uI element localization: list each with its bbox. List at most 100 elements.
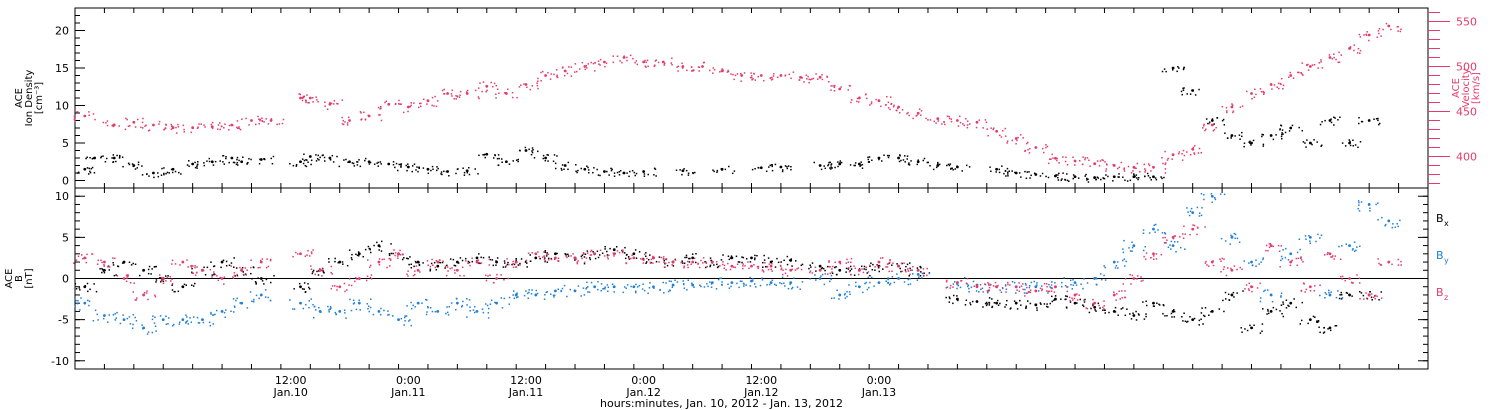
by-point-sample [154, 316, 156, 319]
bx-point-sample [1316, 321, 1318, 323]
velocity-point-sample [220, 125, 223, 128]
bx-point-sample [800, 264, 803, 267]
by-point-sample [1184, 248, 1186, 250]
density-point-sample [954, 168, 956, 170]
by-point-sample [1324, 297, 1326, 299]
bz-point-sample [1073, 297, 1076, 300]
velocity-point-sample [612, 55, 615, 57]
bx-point-sample [783, 259, 785, 262]
velocity-point-sample [259, 118, 261, 121]
density-point-sample [712, 169, 714, 171]
bz-point-sample [764, 262, 766, 264]
velocity-point-sample [200, 123, 202, 125]
velocity-point-sample [870, 101, 873, 103]
density-point-sample [86, 156, 88, 159]
velocity-point-sample [342, 119, 345, 122]
bx-point-sample [334, 260, 336, 263]
by-point-sample [846, 290, 848, 293]
density-point-sample [952, 168, 954, 171]
velocity-point-sample [719, 71, 721, 73]
velocity-point [152, 123, 155, 127]
x-tick-date: Jan.12 [743, 386, 778, 399]
velocity-point-sample [985, 121, 988, 124]
density-point-sample [132, 165, 135, 168]
velocity-point [740, 74, 744, 77]
velocity-point-sample [1385, 22, 1388, 25]
velocity-point-sample [1338, 61, 1341, 63]
by-point-sample [425, 313, 428, 316]
bx-point-sample [130, 264, 133, 266]
density-point-sample [119, 156, 121, 158]
bz-point-sample [519, 264, 521, 266]
by-point-sample [665, 282, 667, 284]
bx-point-sample [1043, 303, 1046, 305]
by-point-sample [225, 309, 227, 311]
velocity-point [387, 102, 391, 106]
bx-point-sample [863, 265, 866, 268]
bx-point-sample [689, 257, 691, 260]
bz-point [730, 264, 734, 268]
bx-point-sample [1279, 310, 1281, 312]
by-point-sample [833, 297, 835, 299]
density-point-sample [358, 159, 360, 161]
bz-point [161, 277, 165, 280]
by-point-sample [799, 288, 801, 290]
by-point-sample [197, 322, 200, 324]
density-point-sample [1061, 178, 1063, 180]
bx-point-sample [495, 260, 497, 262]
velocity-point-sample [727, 69, 729, 72]
bx-point-sample [1039, 302, 1042, 304]
by-point-sample [1024, 288, 1026, 291]
density-point-sample [654, 168, 657, 170]
by-point-sample [855, 285, 857, 288]
by-point-sample [1369, 207, 1371, 210]
by-point-sample [784, 285, 786, 287]
bz-point-sample [488, 264, 491, 266]
density-point-sample [102, 155, 104, 157]
velocity-point-sample [127, 125, 130, 128]
velocity-point-sample [671, 64, 673, 66]
by-point-sample [577, 285, 580, 287]
density-point-sample [724, 168, 727, 171]
velocity-point-sample [379, 108, 381, 110]
bx-point-sample [745, 258, 748, 260]
bx-point-sample [624, 246, 626, 249]
bz-point-sample [858, 273, 860, 276]
velocity-point [406, 105, 410, 109]
bx-point-sample [251, 278, 253, 280]
density-point-sample [380, 163, 382, 165]
bz-point-sample [407, 275, 409, 277]
by-point-sample [185, 321, 187, 323]
by-point-sample [1190, 207, 1193, 210]
by-point-sample [736, 282, 738, 285]
density-point-sample [1282, 133, 1284, 135]
bx-point-sample [920, 271, 922, 273]
velocity-point-sample [128, 125, 131, 127]
by-point-sample [1308, 234, 1310, 237]
by-point-sample [967, 285, 969, 288]
bz-point-sample [1330, 256, 1332, 258]
velocity-point-sample [1178, 152, 1180, 155]
by-point-sample [246, 307, 249, 309]
density-point-sample [518, 149, 521, 152]
bz-point-sample [1377, 258, 1379, 260]
bz-point-sample [190, 264, 193, 267]
bz-point-sample [1152, 258, 1155, 261]
bz-point-sample [1204, 262, 1207, 264]
velocity-point-sample [1081, 163, 1084, 166]
by-point-sample [1075, 284, 1078, 286]
velocity-point-sample [1045, 146, 1047, 149]
bx-point-sample [1267, 310, 1269, 312]
bx-point-sample [298, 282, 301, 285]
bz-point-sample [356, 278, 358, 280]
by-point-sample [330, 307, 332, 309]
by-point-sample [1163, 232, 1166, 234]
bz-point-sample [344, 290, 346, 293]
bz-point-sample [543, 251, 545, 253]
bx-point-sample [435, 268, 438, 271]
bx-point-sample [115, 274, 117, 276]
velocity-point-sample [158, 123, 160, 125]
velocity-point-sample [1078, 159, 1081, 162]
velocity-point [1250, 92, 1253, 95]
density-point-sample [377, 161, 380, 164]
